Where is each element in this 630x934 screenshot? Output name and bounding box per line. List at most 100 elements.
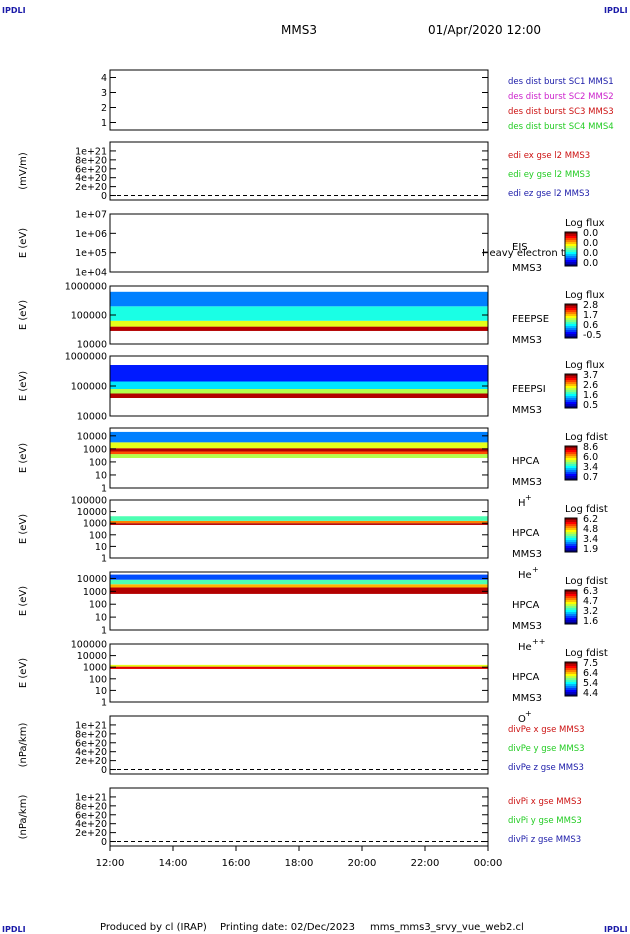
y-tick-label: 1000: [83, 519, 107, 530]
colorbar-label: 0.7: [583, 472, 598, 483]
corner-label-top-left: IPDLI: [2, 6, 26, 15]
colorbar-step: [565, 614, 577, 617]
colorbar-step: [565, 526, 577, 529]
colorbar-step: [565, 310, 577, 313]
y-tick-label: 4e+20: [75, 747, 107, 758]
panel-frame: [109, 213, 489, 273]
colorbar-step: [565, 320, 577, 323]
x-tick-label: 16:00: [222, 858, 251, 869]
panel-eis: 1e+07 1e+06 1e+05 1e+04 E (eV) EIS MMS3 Heavy e…: [18, 210, 605, 279]
colorbar-label: 8.6: [583, 442, 598, 453]
y-tick-label: 0: [101, 191, 107, 202]
colorbar-label: 4.4: [583, 688, 598, 699]
instrument-label: HPCA: [512, 528, 540, 539]
colorbar-frame: [564, 589, 578, 625]
colorbar-step: [565, 668, 577, 671]
colorbar-step: [565, 470, 577, 473]
spectrum-band-2: [110, 381, 488, 389]
colorbar-label: 3.4: [583, 534, 598, 545]
colorbar-step: [565, 606, 577, 609]
y-tick-label: 10000: [77, 507, 107, 518]
x-tick-label: 22:00: [411, 858, 440, 869]
colorbar-step: [565, 676, 577, 679]
instrument-label: FEEPSI: [512, 384, 546, 395]
colorbar: [564, 231, 578, 267]
colorbar-step: [565, 666, 577, 669]
colorbar-step: [565, 672, 577, 675]
colorbar-step: [565, 600, 577, 603]
spacecraft-label: MMS3: [512, 621, 542, 632]
colorbar-label: 6.0: [583, 452, 598, 463]
colorbar-label: 2.8: [583, 300, 598, 311]
spectrum-band-0: [110, 454, 488, 458]
legend-entry: des dist burst SC2 MMS2: [508, 92, 614, 102]
panel-frame: [109, 427, 489, 489]
colorbar-step: [565, 396, 577, 399]
y-tick-label: 10000: [77, 412, 107, 423]
colorbar-step: [565, 596, 577, 599]
y-tick-label: 1000000: [65, 282, 107, 293]
footer-script-name: mms_mms3_srvy_vue_web2.cl: [370, 922, 524, 933]
y-tick-label: 1000: [83, 663, 107, 674]
colorbar-step: [565, 242, 577, 245]
y-tick-label: 10: [95, 470, 107, 481]
species-label: He: [518, 570, 532, 581]
species-label: O: [518, 714, 526, 725]
colorbar-label: 7.5: [583, 658, 598, 669]
colorbar-label: 0.0: [583, 238, 598, 249]
species-charge: +: [532, 565, 539, 574]
colorbar-step: [565, 388, 577, 391]
colorbar-step: [565, 688, 577, 691]
colorbar-title: Log flux: [565, 218, 605, 229]
panel-frame: [109, 643, 489, 703]
y-tick-label: 1e+07: [75, 210, 107, 221]
legend-entry: edi ez gse l2 MMS3: [508, 189, 590, 199]
y-tick-label: 100: [89, 674, 107, 685]
spectrum-band-0: [110, 523, 488, 525]
colorbar-step: [565, 250, 577, 253]
colorbar-label: 0.0: [583, 248, 598, 259]
colorbar-step: [565, 316, 577, 319]
colorbar-step: [565, 260, 577, 263]
y-tick-label: 1: [101, 698, 107, 709]
spectrum-band-1: [110, 584, 488, 588]
colorbar-step: [565, 454, 577, 457]
y-tick-label: 2e+20: [75, 182, 107, 193]
colorbar-title: Log flux: [565, 290, 605, 301]
corner-label-bottom-right: IPDLI: [604, 925, 628, 934]
colorbar-step: [565, 330, 577, 333]
spectrogram-hpca_he: [110, 516, 488, 525]
colorbar-label: 3.4: [583, 462, 598, 473]
colorbar-title: Log fdist: [565, 432, 608, 443]
y-tick-label: 100000: [71, 382, 107, 393]
species-label: H: [518, 498, 526, 509]
panel-stack: 4 3 2 1 des dist burst SC1 MMS1 des dist burs…: [18, 69, 614, 848]
colorbar-label: 0.6: [583, 320, 598, 331]
y-tick-label: 100: [89, 600, 107, 611]
colorbar-title: Log fdist: [565, 504, 608, 515]
species-charge: +: [525, 709, 532, 718]
colorbar-label: 4.7: [583, 596, 598, 607]
colorbar-step: [565, 406, 577, 409]
colorbar-step: [565, 374, 577, 377]
colorbar-step: [565, 400, 577, 403]
spacecraft-label: MMS3: [512, 693, 542, 704]
colorbar-label: 6.2: [583, 514, 598, 525]
panel-frame: [109, 69, 489, 131]
colorbar-frame: [564, 661, 578, 697]
colorbar-label: 1.7: [583, 310, 598, 321]
colorbar-step: [565, 674, 577, 677]
spectrum-band-0: [110, 587, 488, 594]
y-axis-label: (nPa/km): [18, 723, 29, 768]
colorbar-label: 0.0: [583, 228, 598, 239]
colorbar-step: [565, 448, 577, 451]
y-axis-label: E (eV): [18, 586, 29, 616]
spectrum-band-3: [110, 291, 488, 307]
colorbar-label: 5.4: [583, 678, 598, 689]
colorbar-step: [565, 464, 577, 467]
panel-hpca_h: 10000 1000 100 10 1 E (eV) HPCA MMS3 H+ Log fdist…: [18, 427, 608, 509]
spectrogram-hpca_h: [110, 431, 488, 458]
colorbar-step: [565, 544, 577, 547]
